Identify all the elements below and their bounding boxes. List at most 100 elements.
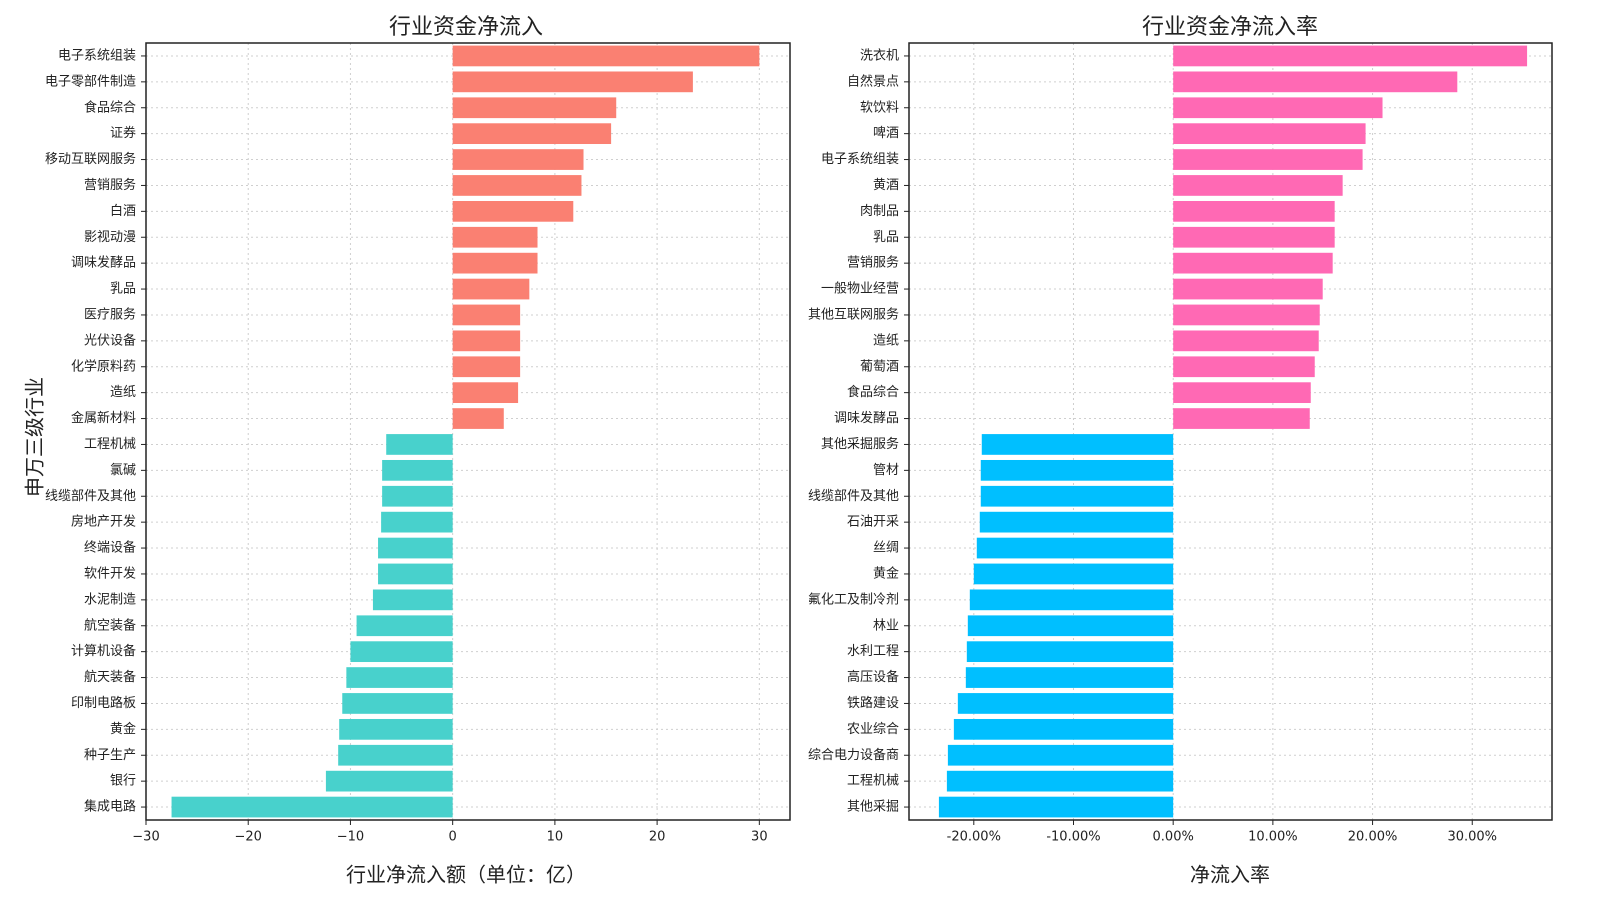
category-label: 移动互联网服务: [45, 151, 136, 167]
bar-线缆部件及其他: [980, 485, 1174, 507]
x-tick-label: −20: [235, 830, 262, 845]
category-label: 造纸: [110, 385, 136, 400]
x-tick-label: 0: [449, 830, 457, 845]
x-tick-label: 10: [547, 830, 564, 845]
category-label: 丝绸: [873, 541, 899, 556]
bar-啤酒: [1173, 123, 1366, 145]
bar-工程机械: [386, 434, 453, 455]
category-label: 其他采掘: [847, 800, 899, 815]
category-label: 化学原料药: [71, 358, 136, 374]
net-inflow-rate-chart: 行业资金净流入率 净流入率 -20.00% -10.00% 0.00% 10.00% 2…: [808, 15, 1553, 887]
bar-自然景点: [1173, 71, 1458, 93]
bar-造纸: [452, 382, 519, 404]
category-label: 一般物业经营: [821, 281, 899, 297]
x-tick-label: −10: [337, 830, 364, 845]
bar-光伏设备: [452, 330, 521, 352]
bar-丝绸: [976, 537, 1174, 559]
category-label: 影视动漫: [84, 230, 136, 245]
bar-影视动漫: [452, 226, 538, 248]
bar-调味发酵品: [1173, 408, 1310, 429]
category-label: 航空装备: [84, 617, 136, 633]
axes-frame: [145, 42, 791, 821]
bar-造纸: [1173, 330, 1319, 352]
bar-管材: [980, 459, 1174, 481]
category-label: 管材: [873, 463, 899, 478]
category-label: 银行: [110, 774, 136, 789]
category-label: 肉制品: [860, 204, 899, 219]
bar-工程机械: [946, 770, 1174, 792]
bar-食品综合: [1173, 382, 1311, 404]
bar-葡萄酒: [1173, 356, 1315, 378]
chart-title: 行业资金净流入率: [1142, 15, 1318, 40]
chart-title: 行业资金净流入: [389, 15, 543, 40]
category-label: 调味发酵品: [834, 410, 899, 426]
category-label: 软件开发: [84, 565, 136, 581]
bar-氟化工及制冷剂: [969, 589, 1174, 611]
category-label: 综合电力设备商: [808, 747, 899, 763]
bar-食品综合: [452, 97, 617, 119]
category-label: 乳品: [873, 230, 899, 245]
category-label: 航天装备: [84, 669, 136, 685]
bar-营销服务: [1173, 252, 1333, 274]
bar-终端设备: [378, 537, 453, 559]
category-label: 终端设备: [84, 540, 136, 556]
bar-软饮料: [1173, 97, 1383, 119]
category-label: 工程机械: [84, 437, 136, 452]
x-tick-label: 30: [751, 830, 768, 845]
category-label: 房地产开发: [71, 514, 136, 530]
x-tick-label: 20.00%: [1348, 830, 1398, 845]
bar-综合电力设备商: [947, 744, 1174, 766]
bar-电子系统组装: [1173, 149, 1363, 170]
x-tick-label: -20.00%: [947, 830, 1001, 845]
category-label: 林业: [873, 618, 899, 633]
bar-洗衣机: [1173, 45, 1528, 67]
bar-黄金: [973, 563, 1174, 585]
category-label: 农业综合: [847, 722, 899, 737]
bar-调味发酵品: [452, 252, 538, 274]
bar-一般物业经营: [1173, 278, 1323, 300]
bar-营销服务: [452, 175, 582, 196]
category-label: 线缆部件及其他: [808, 488, 899, 504]
category-label: 计算机设备: [71, 643, 136, 659]
bar-黄酒: [1173, 175, 1343, 196]
category-label: 氟化工及制冷剂: [808, 592, 899, 607]
bar-林业: [967, 615, 1174, 637]
bar-线缆部件及其他: [382, 485, 453, 507]
category-label: 洗衣机: [860, 47, 899, 63]
category-label: 医疗服务: [84, 306, 136, 322]
category-label: 氯碱: [110, 463, 136, 478]
bar-航天装备: [346, 667, 453, 688]
bar-高压设备: [965, 667, 1174, 688]
category-label: 黄金: [873, 565, 899, 581]
category-label: 石油开采: [847, 515, 899, 530]
category-label: 线缆部件及其他: [45, 488, 136, 504]
bar-计算机设备: [350, 641, 453, 663]
bar-电子系统组装: [452, 45, 760, 67]
bar-其他采掘: [938, 796, 1174, 818]
category-label: 种子生产: [84, 748, 136, 763]
category-label: 软饮料: [860, 100, 899, 115]
bar-肉制品: [1173, 200, 1335, 222]
bar-证券: [452, 123, 612, 145]
x-tick-label: 20: [649, 830, 666, 845]
x-tick-label: -10.00%: [1046, 830, 1100, 845]
bar-白酒: [452, 200, 574, 222]
bar-移动互联网服务: [452, 149, 584, 170]
category-label: 证券: [110, 125, 136, 141]
category-label: 自然景点: [847, 73, 899, 89]
x-axis-label: 净流入率: [1190, 863, 1270, 887]
category-label: 食品综合: [847, 384, 899, 400]
category-label: 其他采掘服务: [821, 436, 899, 452]
bar-集成电路: [171, 796, 453, 818]
bar-黄金: [339, 718, 453, 740]
category-label: 营销服务: [84, 177, 136, 193]
category-label: 白酒: [110, 203, 136, 219]
bar-软件开发: [378, 563, 453, 585]
x-tick-label: 0.00%: [1153, 830, 1194, 845]
bar-种子生产: [338, 744, 453, 766]
bar-石油开采: [979, 511, 1174, 533]
category-label: 营销服务: [847, 255, 899, 271]
category-label: 黄酒: [873, 178, 899, 193]
category-label: 工程机械: [847, 774, 899, 789]
category-label: 调味发酵品: [71, 255, 136, 271]
